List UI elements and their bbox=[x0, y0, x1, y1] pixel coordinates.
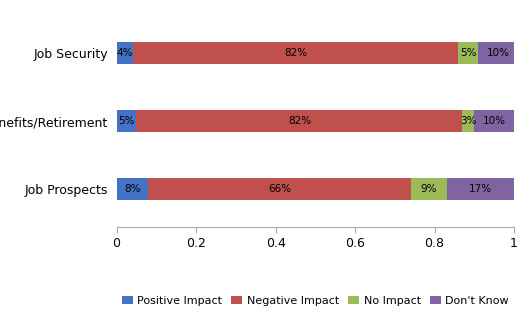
Bar bbox=[117, 179, 148, 200]
Bar bbox=[148, 179, 411, 200]
Text: 5%: 5% bbox=[118, 116, 135, 126]
Bar bbox=[117, 110, 137, 132]
Bar bbox=[458, 42, 479, 64]
Text: 9%: 9% bbox=[420, 184, 437, 194]
Text: 17%: 17% bbox=[469, 184, 492, 194]
Text: 4%: 4% bbox=[116, 48, 133, 58]
Bar bbox=[474, 110, 514, 132]
Bar bbox=[132, 42, 458, 64]
Text: 8%: 8% bbox=[124, 184, 141, 194]
Text: 82%: 82% bbox=[288, 116, 311, 126]
Text: 5%: 5% bbox=[460, 48, 476, 58]
Bar bbox=[462, 110, 474, 132]
Bar bbox=[479, 42, 518, 64]
Legend: Positive Impact, Negative Impact, No Impact, Don't Know: Positive Impact, Negative Impact, No Imp… bbox=[118, 291, 513, 311]
Bar bbox=[117, 42, 132, 64]
Text: 10%: 10% bbox=[483, 116, 506, 126]
Text: 66%: 66% bbox=[268, 184, 291, 194]
Text: 10%: 10% bbox=[487, 48, 510, 58]
Text: 3%: 3% bbox=[460, 116, 476, 126]
Bar bbox=[446, 179, 514, 200]
Bar bbox=[411, 179, 446, 200]
Bar bbox=[137, 110, 462, 132]
Text: 82%: 82% bbox=[284, 48, 307, 58]
